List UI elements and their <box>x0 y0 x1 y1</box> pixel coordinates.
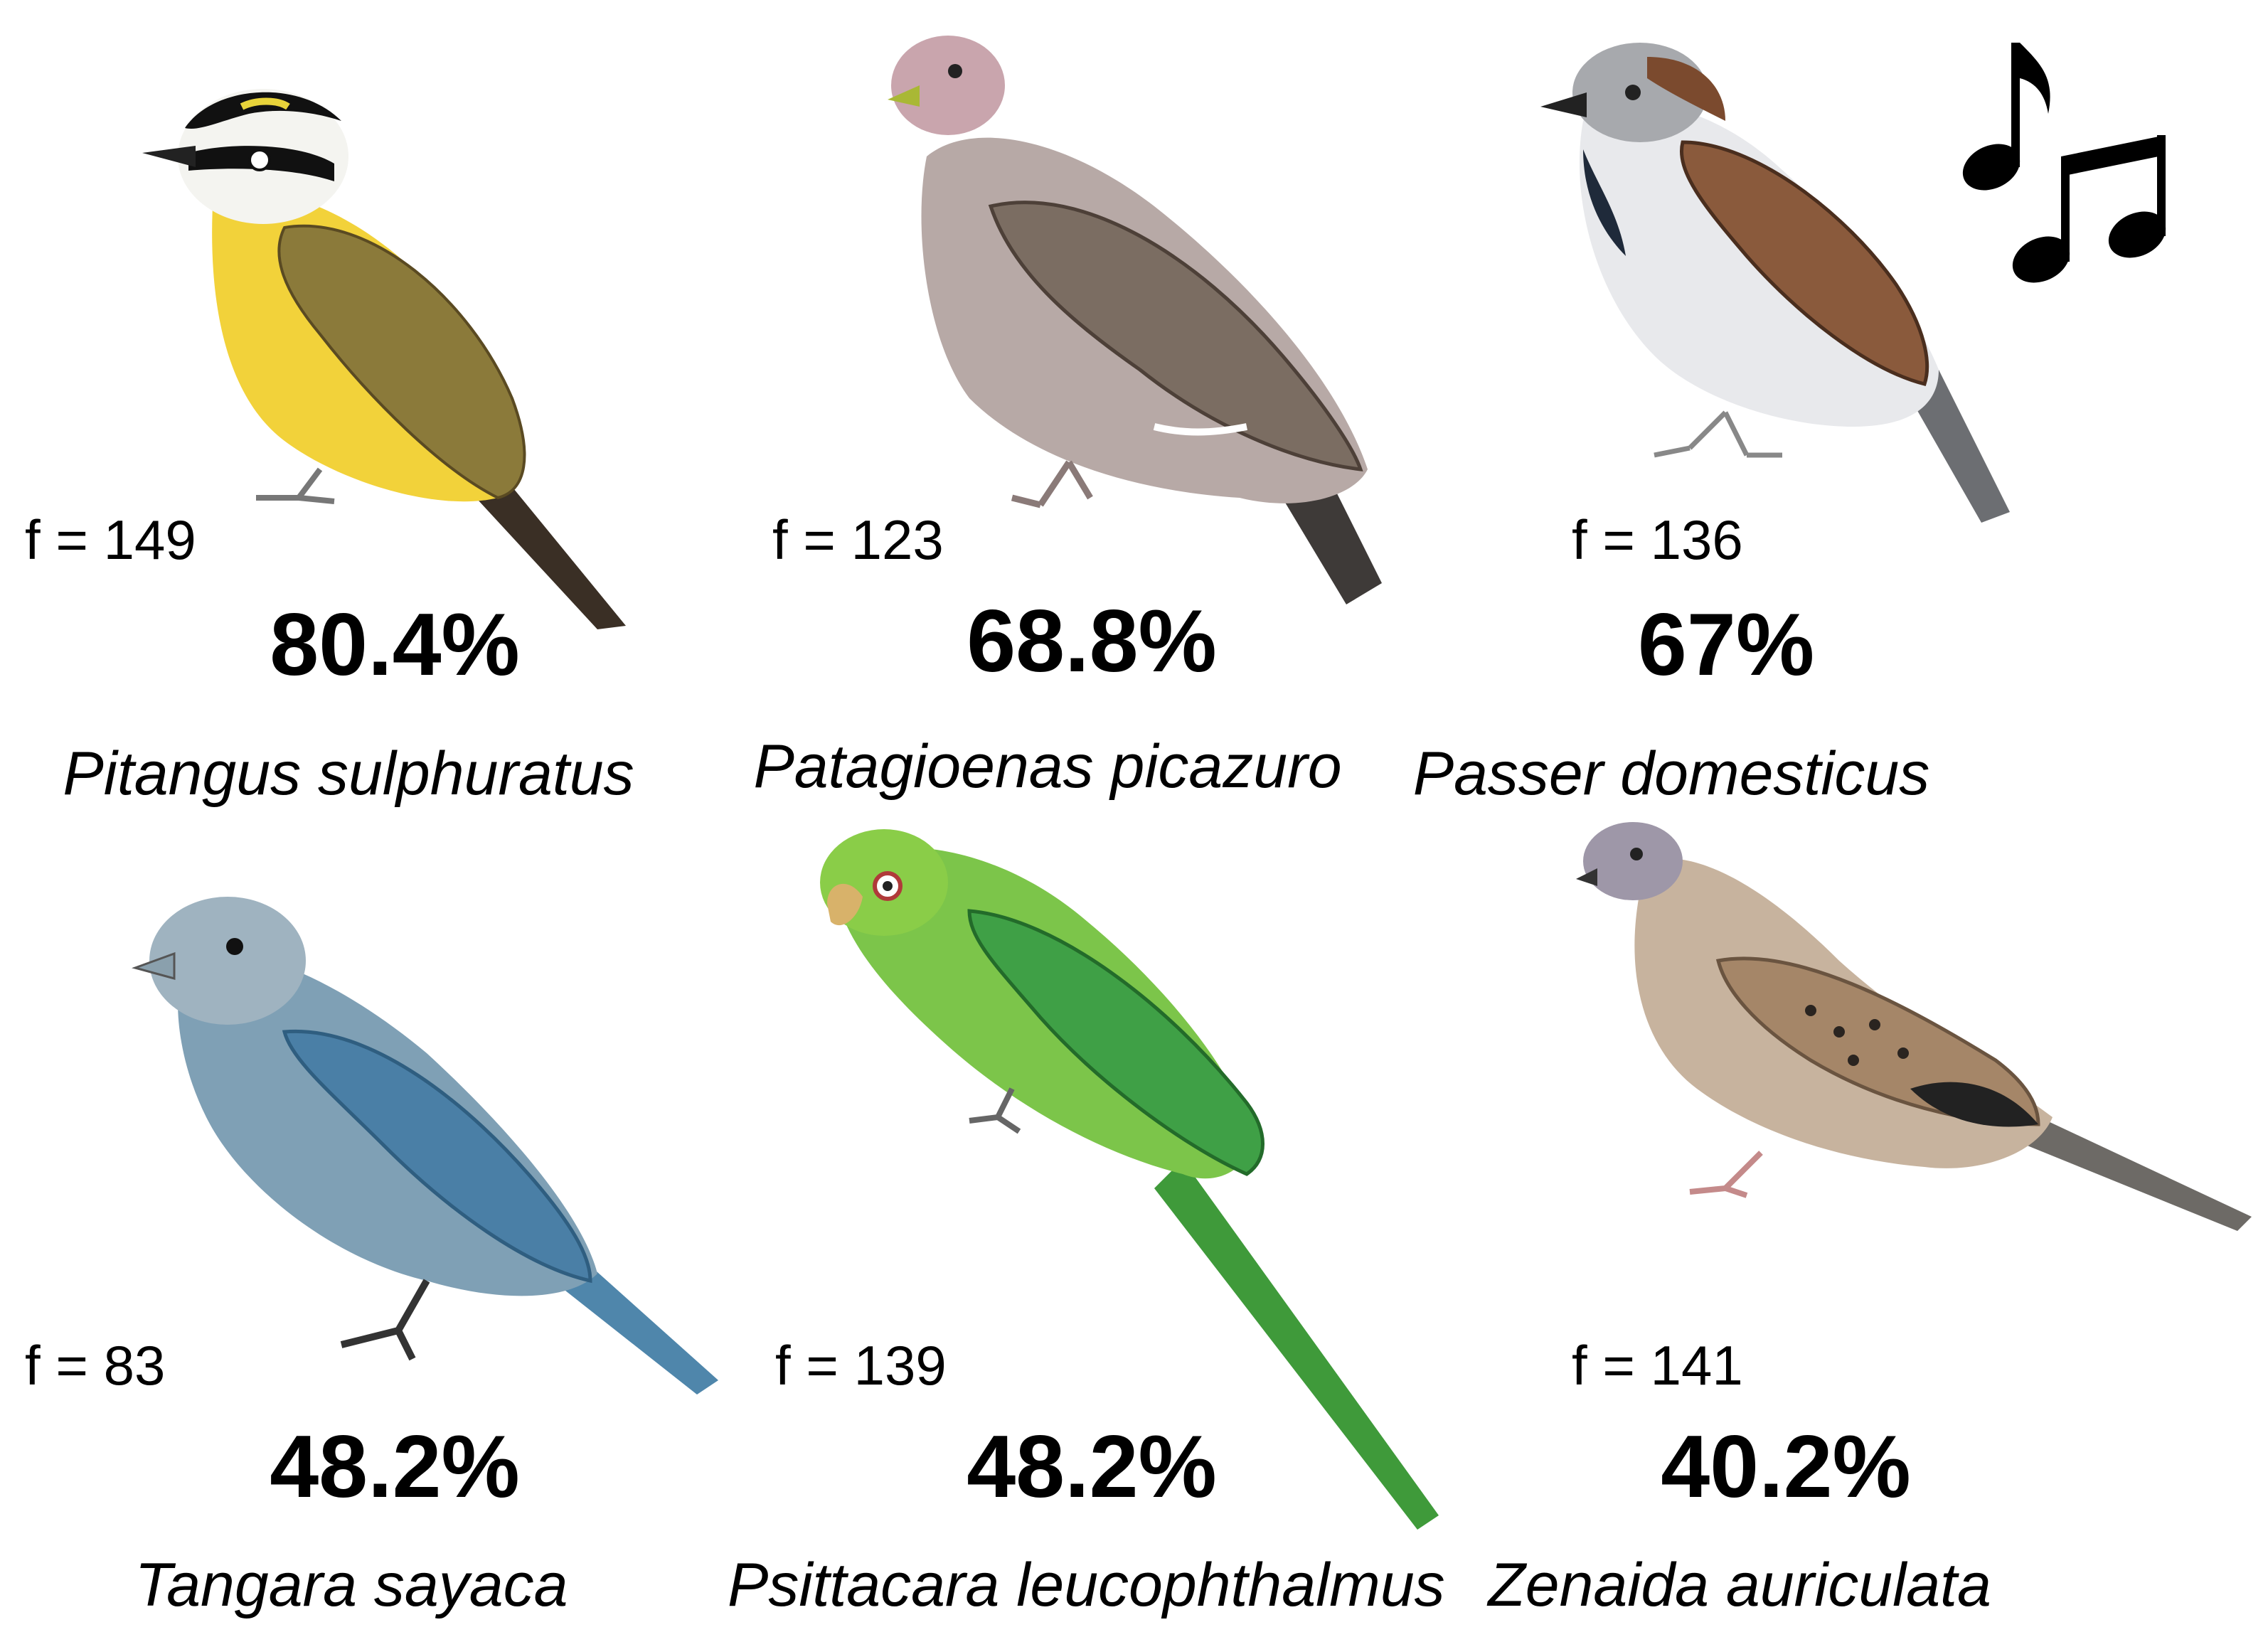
percentage-label: 80.4% <box>270 596 520 694</box>
bird-panel-passer: f = 136 67% Passer domesticus <box>1413 0 2268 818</box>
bird-panel-tangara: f = 83 48.2% Tangara sayaca <box>0 818 756 1637</box>
species-name: Tangara sayaca <box>134 1551 568 1619</box>
sparrow-illustration-icon <box>1540 43 2010 523</box>
percentage-label: 40.2% <box>1661 1418 1911 1516</box>
frequency-label: f = 123 <box>772 508 944 571</box>
music-notes-icon <box>1962 43 2166 283</box>
bird-panel-pitangus: f = 149 80.4% Pitangus sulphuratus <box>0 0 756 818</box>
parakeet-illustration-icon <box>820 829 1439 1530</box>
bird-panel-psittacara: f = 139 48.2% Psittacara leucophthalmus <box>728 818 1512 1637</box>
pigeon-illustration-icon <box>888 36 1382 604</box>
percentage-label: 67% <box>1637 596 1815 694</box>
frequency-label: f = 136 <box>1572 508 1743 571</box>
species-name: Passer domesticus <box>1412 740 1930 808</box>
bird-panel-patagioenas: f = 123 68.8% Patagioenas picazuro <box>753 0 1512 818</box>
frequency-label: f = 139 <box>775 1334 947 1397</box>
kiskadee-illustration-icon <box>142 89 626 629</box>
frequency-label: f = 141 <box>1572 1334 1743 1397</box>
percentage-label: 68.8% <box>967 592 1217 690</box>
frequency-label: f = 149 <box>25 508 196 571</box>
species-name: Pitangus sulphuratus <box>63 740 634 808</box>
species-name: Patagioenas picazuro <box>753 732 1342 801</box>
species-name: Zenaida auriculata <box>1488 1551 1991 1619</box>
percentage-label: 48.2% <box>967 1418 1217 1516</box>
tanager-illustration-icon <box>132 897 718 1395</box>
bird-panel-zenaida: f = 141 40.2% Zenaida auriculata <box>1488 818 2268 1637</box>
frequency-label: f = 83 <box>25 1334 166 1397</box>
percentage-label: 48.2% <box>270 1418 520 1516</box>
dove-illustration-icon <box>1576 822 2252 1231</box>
species-name: Psittacara leucophthalmus <box>728 1551 1445 1619</box>
